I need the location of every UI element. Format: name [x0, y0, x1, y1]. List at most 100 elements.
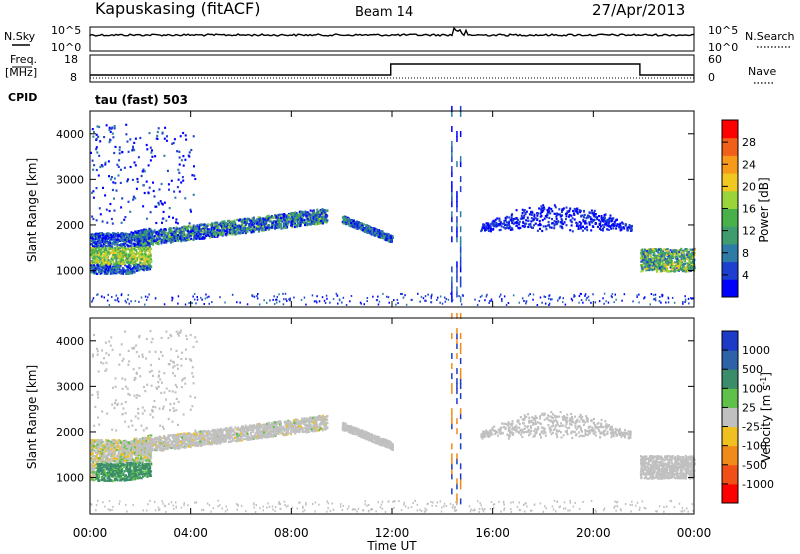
heatmap-cell [130, 231, 133, 234]
heatmap-cell [166, 169, 169, 172]
heatmap-cell [93, 245, 96, 248]
heatmap-cell [529, 225, 532, 228]
heatmap-cell [571, 217, 574, 220]
heatmap-cell [131, 262, 134, 265]
heatmap-cell [666, 253, 669, 256]
heatmap-cell [145, 233, 148, 236]
heatmap-cell [239, 232, 242, 235]
heatmap-cell [667, 252, 670, 255]
heatmap-cell [504, 219, 507, 222]
heatmap-cell [138, 232, 141, 235]
heatmap-cell [661, 295, 663, 298]
heatmap-cell [246, 220, 248, 223]
nave-tick-bottom: 0 [708, 71, 715, 84]
nsky-panel-frame [89, 26, 695, 52]
heatmap-cell [555, 215, 558, 218]
station-title: Kapuskasing (fitACF) [95, 0, 260, 18]
heatmap-cell [243, 225, 246, 228]
heatmap-cell [213, 226, 216, 229]
heatmap-cell [533, 215, 536, 218]
heatmap-cell [677, 266, 680, 269]
heatmap-cell [129, 237, 132, 240]
heatmap-cell [312, 222, 315, 225]
heatmap-cell [116, 264, 119, 267]
heatmap-cell [166, 237, 169, 240]
heatmap-cell [250, 225, 253, 228]
heatmap-cell [93, 250, 96, 253]
heatmap-cell [117, 252, 119, 255]
heatmap-cell [242, 228, 245, 231]
heatmap-cell [451, 171, 453, 178]
heatmap-cell [176, 230, 179, 233]
heatmap-cell [578, 209, 581, 212]
heatmap-cell [641, 260, 644, 263]
heatmap-cell [106, 235, 109, 238]
heatmap-cell [291, 220, 294, 223]
heatmap-cell [654, 256, 657, 259]
heatmap-cell [518, 227, 521, 230]
heatmap-cell [227, 233, 230, 236]
heatmap-cell [96, 238, 99, 241]
heatmap-cell [366, 225, 369, 228]
heatmap-cell [156, 242, 159, 246]
heatmap-cell [116, 249, 119, 252]
heatmap-cell [129, 258, 132, 261]
heatmap-cell [396, 298, 399, 301]
heatmap-cell [640, 253, 643, 256]
heatmap-cell [123, 218, 126, 221]
heatmap-cell [110, 245, 113, 248]
heatmap-cell [97, 251, 100, 254]
heatmap-cell [149, 236, 152, 239]
heatmap-cell [587, 216, 589, 219]
heatmap-cell [174, 237, 177, 240]
heatmap-cell [141, 250, 143, 253]
heatmap-cell [192, 135, 195, 138]
heatmap-cell [168, 229, 171, 232]
heatmap-cell [152, 181, 154, 184]
heatmap-cell [541, 301, 543, 304]
heatmap-cell [138, 252, 141, 255]
heatmap-cell [148, 244, 151, 247]
heatmap-cell [260, 223, 263, 226]
heatmap-cell [263, 299, 265, 302]
heatmap-cell [587, 214, 589, 217]
heatmap-cell [125, 301, 128, 304]
heatmap-cell [110, 251, 113, 254]
heatmap-cell [173, 138, 176, 141]
heatmap-cell [93, 239, 96, 242]
heatmap-cell [155, 235, 158, 238]
heatmap-cell [266, 214, 269, 218]
heatmap-cell [686, 251, 689, 254]
heatmap-cell [459, 110, 462, 117]
heatmap-cell [690, 249, 693, 252]
heatmap-cell [190, 210, 192, 213]
heatmap-cell [96, 272, 98, 275]
heatmap-cell [177, 168, 180, 171]
heatmap-cell [665, 267, 668, 270]
heatmap-cell [138, 256, 140, 259]
heatmap-cell [111, 259, 114, 262]
heatmap-cell [181, 226, 184, 229]
heatmap-cell [162, 240, 165, 243]
heatmap-cell [144, 256, 147, 259]
heatmap-cell [116, 239, 119, 242]
heatmap-cell [663, 267, 666, 270]
heatmap-cell [647, 255, 650, 258]
heatmap-cell [554, 206, 557, 209]
heatmap-cell [138, 249, 141, 252]
heatmap-cell [572, 209, 575, 213]
heatmap-cell [94, 240, 97, 244]
heatmap-cell [141, 252, 144, 255]
heatmap-cell [616, 223, 619, 226]
heatmap-cell [134, 197, 137, 200]
heatmap-cell [659, 253, 662, 256]
heatmap-cell [212, 229, 215, 232]
heatmap-cell [564, 303, 567, 306]
heatmap-cell [387, 235, 390, 238]
heatmap-cell [678, 255, 681, 258]
heatmap-cell [518, 220, 521, 223]
heatmap-cell [109, 202, 112, 206]
heatmap-cell [104, 235, 107, 238]
heatmap-cell [665, 266, 668, 269]
heatmap-cell [537, 212, 540, 215]
